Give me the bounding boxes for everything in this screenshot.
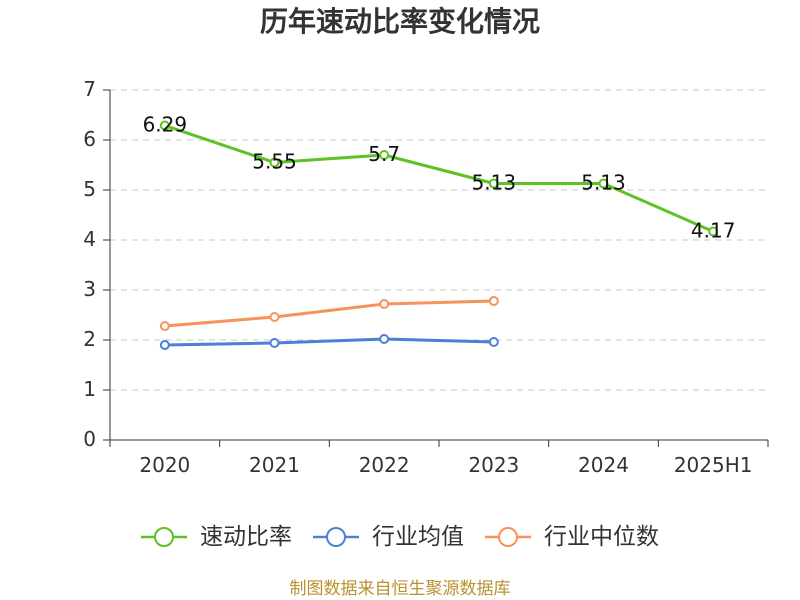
series-1-data-label: 5.7 bbox=[368, 142, 400, 166]
legend-item-series-3[interactable]: 行业中位数 bbox=[485, 518, 659, 556]
series-2-line bbox=[163, 337, 496, 347]
series-2-point bbox=[379, 334, 390, 344]
x-tick-label: 2020 bbox=[139, 453, 190, 477]
y-tick-label: 5 bbox=[83, 177, 96, 201]
y-tick-label: 2 bbox=[83, 327, 96, 351]
chart-legend: 速动比率 行业均值 行业中位数 bbox=[0, 518, 800, 556]
series-3-point bbox=[159, 321, 170, 331]
legend-item-series-2[interactable]: 行业均值 bbox=[313, 518, 464, 556]
legend-label-series-2: 行业均值 bbox=[372, 524, 464, 550]
x-tick-label: 2025H1 bbox=[674, 453, 753, 477]
x-tick-label: 2022 bbox=[359, 453, 410, 477]
series-3 bbox=[159, 296, 499, 331]
legend-label-series-3: 行业中位数 bbox=[544, 524, 659, 550]
series-1-point bbox=[488, 178, 499, 189]
series-1-data-label: 5.55 bbox=[252, 150, 297, 174]
series-1-data-label: 4.17 bbox=[691, 219, 736, 243]
source-footer: 制图数据来自恒生聚源数据库 bbox=[289, 579, 511, 599]
legend-item-series-1[interactable]: 速动比率 bbox=[141, 518, 292, 556]
series-1-point bbox=[159, 120, 170, 131]
x-axis: 2020 2021 2022 2023 2024 2025H1 bbox=[109, 439, 769, 477]
y-axis: 0 1 2 3 4 5 6 7 bbox=[83, 77, 111, 451]
chart-title: 历年速动比率变化情况 bbox=[259, 5, 540, 38]
y-tick-label: 7 bbox=[83, 77, 96, 101]
series-1-point bbox=[598, 178, 609, 189]
legend-line-circle-icon bbox=[485, 527, 531, 547]
series-3-point bbox=[379, 299, 390, 309]
series-2 bbox=[159, 334, 499, 350]
y-tick-label: 0 bbox=[83, 427, 96, 451]
y-tick-label: 3 bbox=[83, 277, 96, 301]
legend-line-circle-icon bbox=[141, 527, 187, 547]
series-1-line bbox=[163, 124, 715, 233]
y-tick-label: 6 bbox=[83, 127, 96, 151]
chart-plot: 0 1 2 3 4 5 6 7 2020 2021 2022 2023 2024 2025H1 6.29 5.… bbox=[83, 77, 769, 477]
series-2-point bbox=[269, 338, 280, 348]
legend-line-circle-icon bbox=[313, 527, 359, 547]
x-tick-label: 2023 bbox=[468, 453, 519, 477]
series-3-line bbox=[163, 299, 496, 328]
y-tick-label: 4 bbox=[83, 227, 96, 251]
x-tick-label: 2024 bbox=[578, 453, 629, 477]
x-tick-label: 2021 bbox=[249, 453, 300, 477]
series-2-point bbox=[159, 340, 170, 350]
y-tick-label: 1 bbox=[83, 377, 96, 401]
series-1: 6.29 5.55 5.7 5.13 5.13 4.17 bbox=[143, 113, 736, 243]
series-1-data-label: 5.13 bbox=[472, 171, 517, 195]
series-1-point bbox=[708, 226, 719, 237]
series-1-point bbox=[269, 157, 280, 168]
legend-label-series-1: 速动比率 bbox=[200, 524, 292, 550]
series-1-data-label: 5.13 bbox=[581, 171, 626, 195]
series-2-point bbox=[488, 337, 499, 347]
series-1-point bbox=[379, 150, 390, 160]
series-3-point bbox=[488, 296, 499, 306]
series-3-point bbox=[269, 312, 280, 322]
series-1-data-label: 6.29 bbox=[143, 113, 188, 137]
